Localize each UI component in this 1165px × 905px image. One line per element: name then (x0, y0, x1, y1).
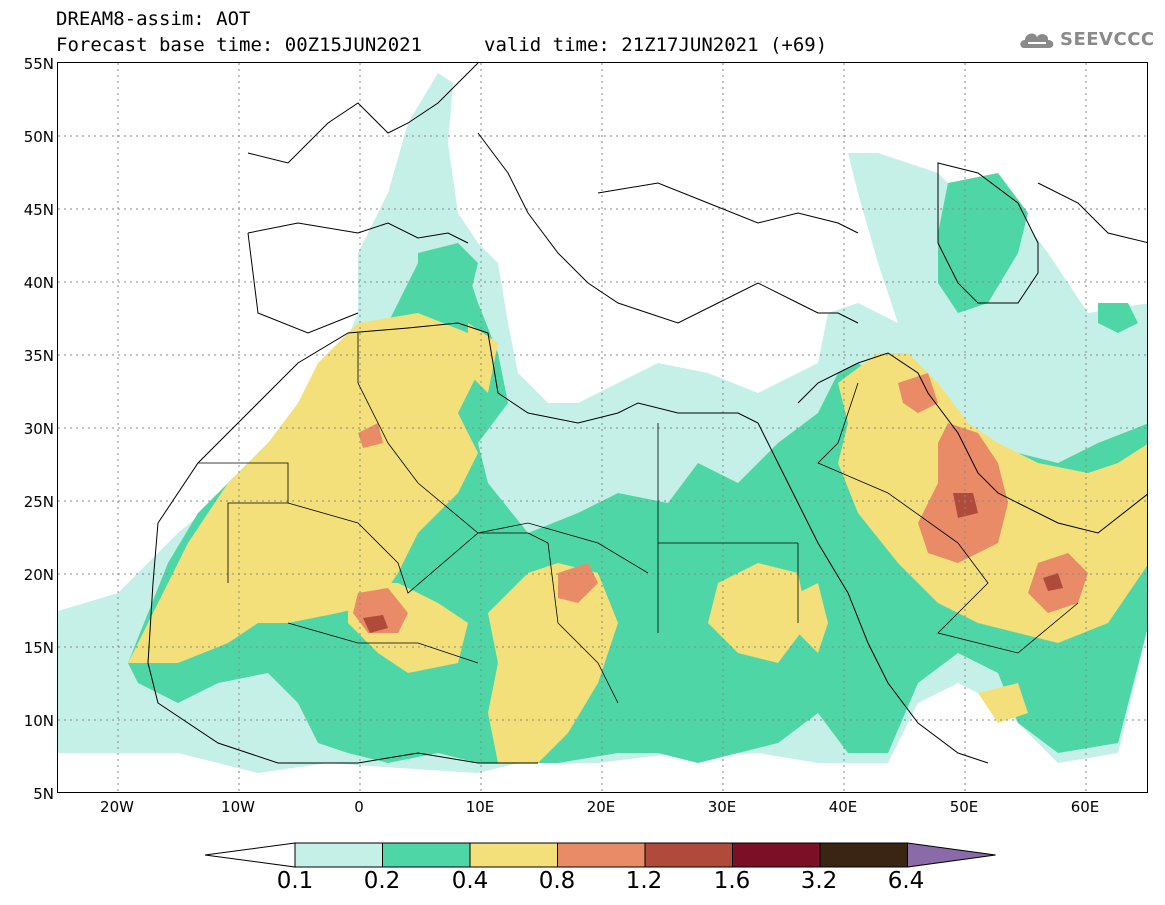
aot-colorbar (205, 842, 996, 868)
colorbar-label-0.8: 0.8 (538, 868, 576, 894)
lat-lon-grid (58, 63, 1147, 792)
colorbar-swatch-3 (469, 842, 558, 868)
logo-text: SEEVCCC (1060, 29, 1155, 50)
lon-label-60e: 60E (1070, 798, 1100, 816)
colorbar-label-1.2: 1.2 (625, 868, 663, 894)
colorbar-arrow-low (205, 842, 296, 868)
lon-label-50e: 50E (949, 798, 979, 816)
lat-label-25n: 25N (23, 493, 54, 511)
seevccc-logo: SEEVCCC (1018, 26, 1158, 54)
aot-map-canvas (58, 63, 1147, 792)
colorbar-swatch-4 (557, 842, 646, 868)
colorbar-swatch-7 (819, 842, 908, 868)
lon-label-40e: 40E (828, 798, 858, 816)
colorbar-label-3.2: 3.2 (800, 868, 838, 894)
title-valid-time: valid time: 21Z17JUN2021 (+69) (484, 34, 828, 56)
colorbar-arrow-high (907, 842, 996, 868)
title-model-variable: DREAM8-assim: AOT (56, 8, 251, 30)
colorbar-label-6.4: 6.4 (887, 868, 925, 894)
lon-label-10w: 10W (221, 798, 255, 816)
coastlines (147, 63, 1147, 764)
lat-label-35n: 35N (23, 347, 54, 365)
colorbar-label-1.6: 1.6 (713, 868, 751, 894)
lat-label-50n: 50N (23, 128, 54, 146)
lat-label-40n: 40N (23, 274, 54, 292)
lon-label-30e: 30E (707, 798, 737, 816)
lon-label-20w: 20W (100, 798, 134, 816)
title-base-time: Forecast base time: 00Z15JUN2021 (56, 34, 423, 56)
colorbar-swatch-2 (382, 842, 471, 868)
lat-label-15n: 15N (23, 639, 54, 657)
colorbar-swatch-6 (732, 842, 821, 868)
lat-label-45n: 45N (23, 201, 54, 219)
aot-shading-1.2-1.6 (363, 493, 1063, 633)
lat-label-20n: 20N (23, 566, 54, 584)
lat-label-30n: 30N (23, 420, 54, 438)
lat-label-5n: 5N (33, 785, 54, 803)
cloud-logo-icon (1020, 33, 1054, 48)
colorbar-swatch-1 (294, 842, 383, 868)
colorbar-label-0.2: 0.2 (363, 868, 401, 894)
lat-label-55n: 55N (23, 55, 54, 73)
lat-label-10n: 10N (23, 712, 54, 730)
lon-label-20e: 20E (586, 798, 616, 816)
colorbar-label-0.1: 0.1 (276, 868, 314, 894)
colorbar-swatch-5 (644, 842, 733, 868)
aot-map (57, 62, 1148, 793)
lon-label-0: 0 (354, 798, 364, 816)
country-borders (198, 333, 1079, 704)
colorbar-label-0.4: 0.4 (451, 868, 489, 894)
lon-label-10e: 10E (465, 798, 495, 816)
